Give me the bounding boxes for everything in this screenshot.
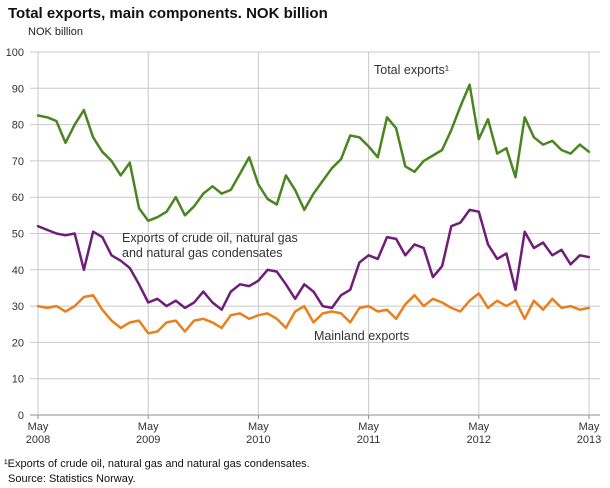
x-tick-label-year: 2010 [246,434,270,446]
y-tick-label: 90 [12,83,24,95]
y-tick-label: 20 [12,337,24,349]
footnote: ¹Exports of crude oil, natural gas and n… [4,458,310,470]
x-tick-label-month: May [358,421,379,433]
y-tick-label: 70 [12,156,24,168]
chart-title: Total exports, main components. NOK bill… [8,5,328,22]
series-label-crude-line2: and natural gas condensates [122,246,283,260]
x-tick-label-month: May [579,421,600,433]
series-line-mainland [36,292,591,335]
y-axis-unit-label: NOK billion [28,26,84,38]
x-tick-label-year: 2011 [357,434,381,446]
y-tick-label: 0 [18,410,24,422]
x-tick-label-month: May [468,421,489,433]
y-tick-label: 30 [12,301,24,313]
x-tick-label-year: 2009 [136,434,160,446]
x-tick-label-year: 2008 [26,434,50,446]
y-tick-label: 10 [12,374,24,386]
y-tick-label: 50 [12,229,24,241]
series-label-crude-line1: Exports of crude oil, natural gas [122,231,298,245]
y-tick-label: 80 [12,120,24,132]
y-tick-label: 40 [12,265,24,277]
source: Source: Statistics Norway. [8,473,136,485]
series-label-total-exports: Total exports¹ [374,63,450,77]
x-tick-label-month: May [248,421,269,433]
x-tick-label-year: 2012 [467,434,491,446]
x-tick-label-month: May [28,421,49,433]
y-tick-label: 60 [12,192,24,204]
series-line-total-exports [36,83,591,223]
series-line-crude-oil-gas [36,208,591,311]
x-tick-label-year: 2013 [577,434,601,446]
series-label-mainland: Mainland exports [314,329,410,343]
x-tick-label-month: May [138,421,159,433]
y-tick-label: 100 [6,47,24,59]
